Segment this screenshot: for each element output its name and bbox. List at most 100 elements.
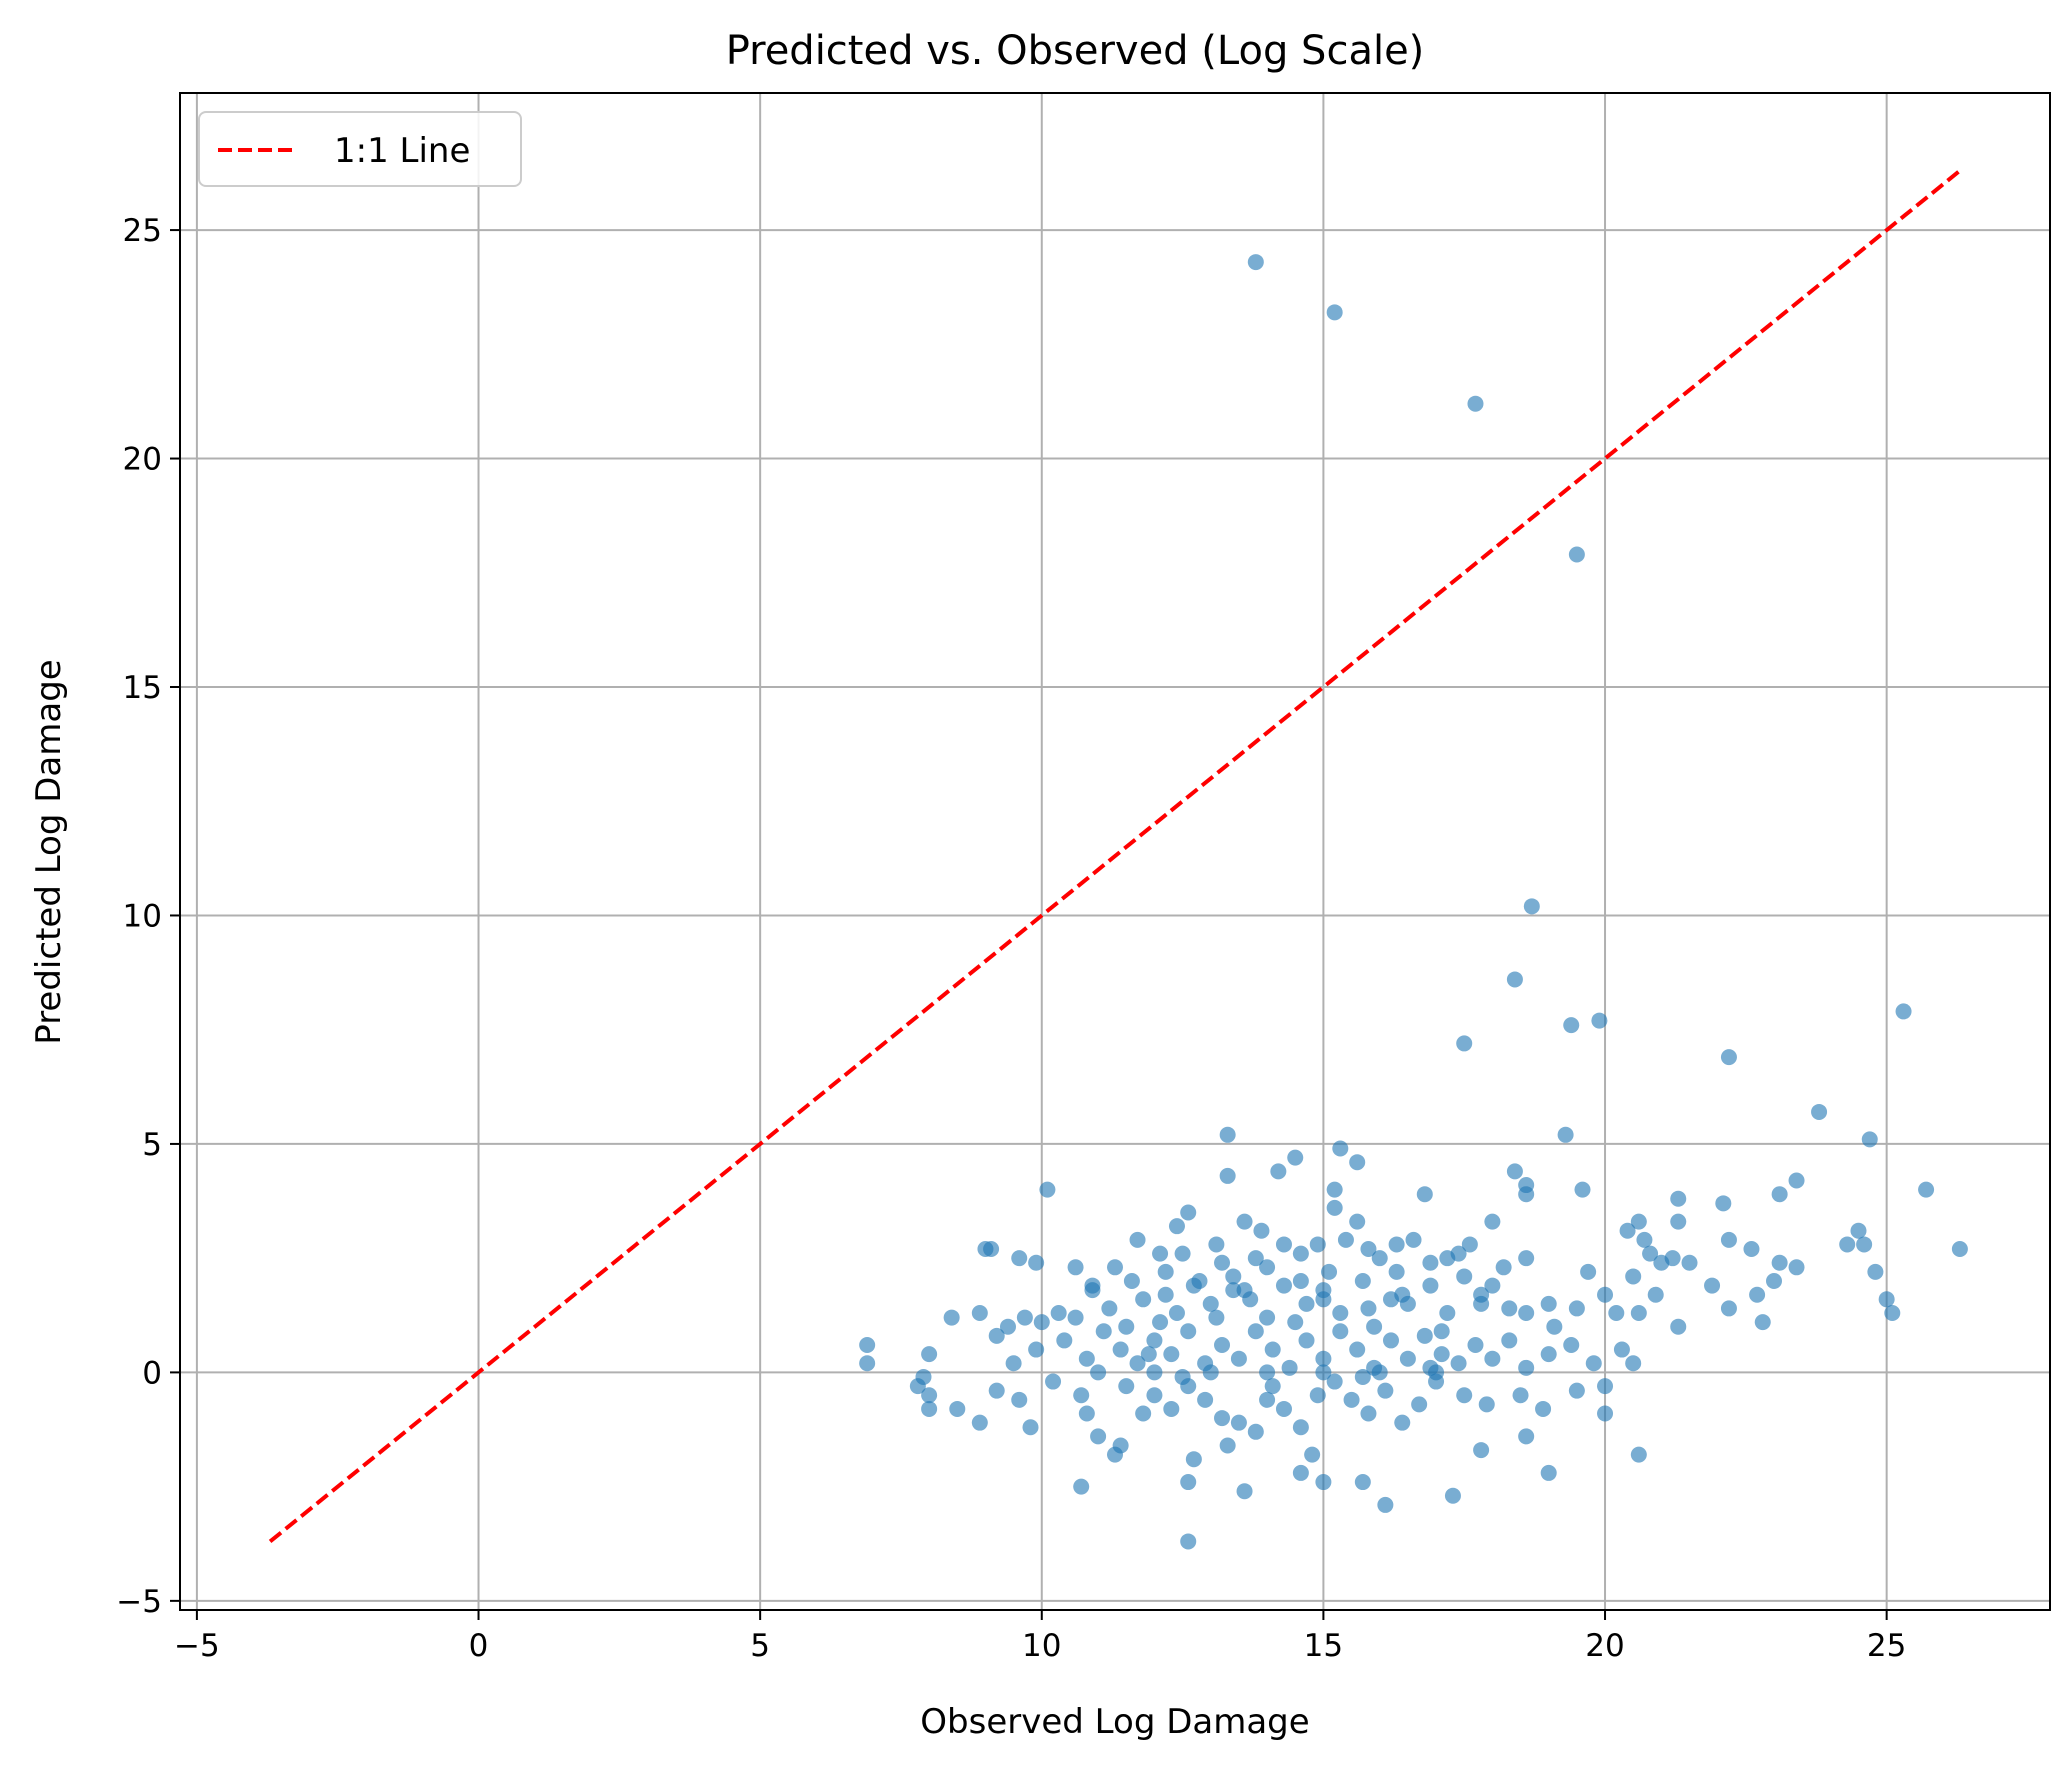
reference-line-group <box>268 169 1962 1544</box>
data-point <box>1180 1533 1197 1550</box>
data-point <box>1839 1236 1856 1253</box>
data-point <box>1653 1254 1670 1271</box>
data-point <box>1771 1186 1788 1203</box>
data-point <box>1788 1172 1805 1189</box>
data-point <box>1951 1241 1968 1258</box>
data-point <box>1157 1263 1174 1280</box>
data-point <box>1326 1373 1343 1390</box>
data-point <box>1433 1323 1450 1340</box>
axis-ticks: −5 0 5 10 15 20 25 −5 0 5 10 15 20 25 <box>116 213 1906 1664</box>
x-tick-label: 10 <box>1022 1628 1061 1664</box>
data-point <box>1591 1012 1608 1029</box>
data-point <box>1495 1259 1512 1276</box>
data-point <box>1670 1318 1687 1335</box>
data-point <box>1518 1428 1535 1445</box>
data-point <box>1180 1323 1197 1340</box>
data-point <box>1450 1355 1467 1372</box>
data-point <box>1259 1259 1276 1276</box>
data-point <box>1236 1213 1253 1230</box>
data-point <box>1208 1309 1225 1326</box>
data-point <box>1354 1273 1371 1290</box>
data-point <box>1298 1295 1315 1312</box>
data-point <box>1208 1236 1225 1253</box>
data-point <box>999 1318 1016 1335</box>
x-tick-label: 0 <box>469 1628 489 1664</box>
data-point <box>943 1309 960 1326</box>
data-point <box>1219 1126 1236 1143</box>
data-point <box>1349 1213 1366 1230</box>
data-point <box>1236 1282 1253 1299</box>
data-point <box>1394 1286 1411 1303</box>
data-point <box>1315 1364 1332 1381</box>
data-point <box>1033 1314 1050 1331</box>
legend-box <box>198 111 522 187</box>
data-point <box>1270 1163 1287 1180</box>
data-point <box>1720 1300 1737 1317</box>
data-point <box>1214 1336 1231 1353</box>
data-point <box>1456 1268 1473 1285</box>
data-point <box>1630 1304 1647 1321</box>
data-point <box>1219 1437 1236 1454</box>
data-point <box>1253 1222 1270 1239</box>
data-point <box>1332 1323 1349 1340</box>
data-point <box>1850 1222 1867 1239</box>
data-point <box>1230 1350 1247 1367</box>
data-point <box>1259 1364 1276 1381</box>
data-point <box>1642 1245 1659 1262</box>
data-point <box>1247 1323 1264 1340</box>
y-tick-label: 0 <box>142 1355 162 1391</box>
data-point <box>988 1327 1005 1344</box>
data-point <box>1608 1304 1625 1321</box>
data-point <box>1118 1378 1135 1395</box>
data-point <box>1236 1483 1253 1500</box>
data-point <box>1754 1314 1771 1331</box>
data-point <box>1050 1304 1067 1321</box>
data-point <box>1456 1387 1473 1404</box>
data-point <box>1225 1282 1242 1299</box>
y-tick-label: 25 <box>123 213 162 249</box>
data-point <box>1619 1222 1636 1239</box>
data-point <box>1264 1341 1281 1358</box>
data-point <box>1388 1236 1405 1253</box>
data-point <box>1484 1277 1501 1294</box>
data-point <box>1461 1236 1478 1253</box>
data-point <box>971 1304 988 1321</box>
data-point <box>1518 1359 1535 1376</box>
y-tick-label: −5 <box>116 1584 162 1620</box>
data-point <box>1140 1346 1157 1363</box>
data-point <box>1292 1464 1309 1481</box>
data-point <box>1478 1396 1495 1413</box>
data-point <box>1281 1359 1298 1376</box>
data-point <box>1574 1181 1591 1198</box>
data-point <box>1146 1364 1163 1381</box>
data-point <box>1422 1254 1439 1271</box>
data-point <box>1247 1250 1264 1267</box>
data-point <box>1523 898 1540 915</box>
y-tick-label: 20 <box>123 442 162 478</box>
data-point <box>1095 1323 1112 1340</box>
data-point <box>1360 1241 1377 1258</box>
data-point <box>1563 1017 1580 1034</box>
data-point <box>1399 1350 1416 1367</box>
data-point <box>1518 1304 1535 1321</box>
data-point <box>1720 1049 1737 1066</box>
data-point <box>1180 1474 1197 1491</box>
data-point <box>1540 1464 1557 1481</box>
data-point <box>1214 1254 1231 1271</box>
data-point <box>977 1241 994 1258</box>
data-point <box>1433 1346 1450 1363</box>
x-tick-label: 25 <box>1867 1628 1906 1664</box>
plot-frame <box>179 92 2051 1611</box>
data-point <box>1185 1451 1202 1468</box>
data-point <box>1304 1446 1321 1463</box>
data-point <box>1163 1346 1180 1363</box>
data-point <box>1067 1309 1084 1326</box>
data-point <box>1416 1327 1433 1344</box>
data-point <box>1371 1250 1388 1267</box>
data-point <box>1597 1378 1614 1395</box>
data-point <box>1405 1231 1422 1248</box>
data-point <box>1411 1396 1428 1413</box>
data-point <box>1028 1341 1045 1358</box>
data-point <box>1292 1419 1309 1436</box>
